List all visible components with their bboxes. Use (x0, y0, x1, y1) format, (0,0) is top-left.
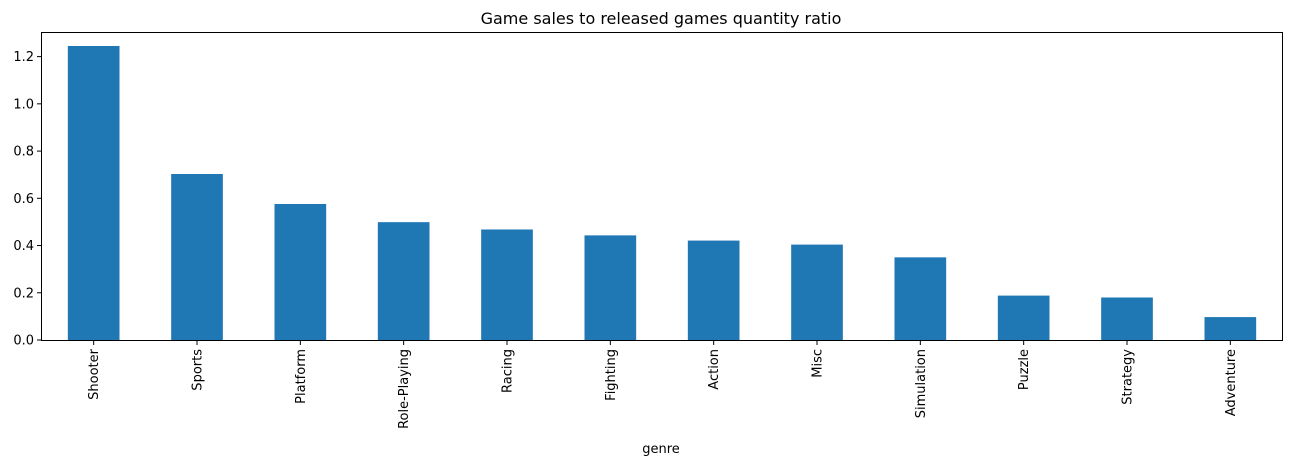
bars-group (67, 45, 1257, 341)
bar-adventure (1204, 317, 1257, 340)
y-tick-label: 0.4 (13, 239, 34, 254)
bar-shooter (67, 45, 120, 341)
y-tick-label: 0.2 (13, 286, 34, 301)
bar-strategy (1101, 297, 1153, 340)
x-tick-label: Platform (294, 349, 309, 404)
y-tick-label: 0.6 (13, 192, 34, 207)
x-tick-label: Fighting (604, 349, 619, 401)
bar-misc (791, 244, 843, 340)
x-tick-label: Adventure (1224, 349, 1239, 416)
x-axis-label: genre (642, 442, 680, 457)
y-tick-label: 1.0 (13, 97, 34, 112)
x-tick-label: Strategy (1121, 349, 1136, 405)
bar-platform (274, 203, 327, 340)
y-axis: 0.0 0.2 0.4 0.6 0.8 1.0 1.2 (13, 50, 42, 349)
x-tick-label: Misc (811, 349, 826, 378)
x-tick-label: Puzzle (1017, 349, 1032, 390)
y-tick-label: 1.2 (13, 50, 34, 65)
bar-racing (481, 229, 533, 340)
y-tick-label: 0.8 (13, 145, 34, 160)
x-tick-label: Sports (191, 349, 206, 391)
x-tick-label: Action (707, 349, 722, 390)
bar-action (687, 240, 740, 340)
x-tick-label: Shooter (87, 348, 102, 399)
bar-role-playing (377, 222, 430, 340)
x-axis: Shooter Sports Platform Role-Playing Racing F… (87, 340, 1239, 429)
bar-sports (171, 173, 223, 340)
y-tick-label: 0.0 (13, 334, 34, 349)
x-tick-label: Simulation (914, 349, 929, 418)
bar-simulation (894, 257, 947, 340)
x-tick-label: Racing (501, 349, 516, 393)
bar-fighting (584, 235, 637, 340)
chart-title: Game sales to released games quantity ra… (481, 9, 842, 28)
plot-frame (41, 32, 1283, 341)
bar-puzzle (997, 295, 1050, 340)
x-tick-label: Role-Playing (397, 349, 412, 429)
